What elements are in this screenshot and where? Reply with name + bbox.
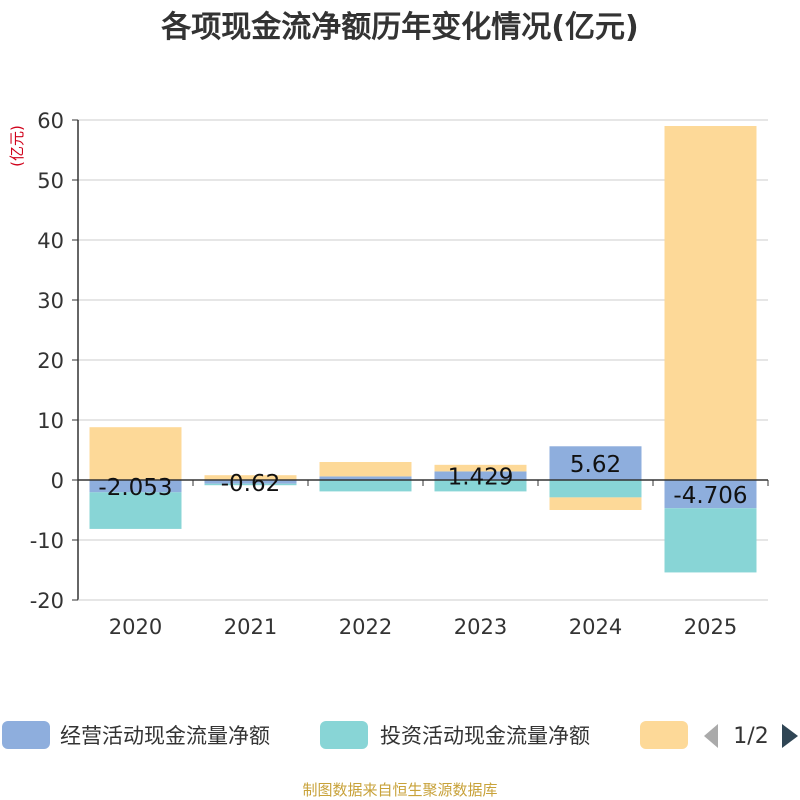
y-tick-label: 10 (37, 409, 64, 433)
bar-1-2021 (204, 480, 297, 484)
legend-label-2: 投资活动现金流量净额 (380, 724, 590, 748)
bar-1-2025 (664, 480, 757, 509)
bar-3-2025 (664, 126, 757, 480)
bar-2-2020 (89, 492, 182, 529)
data-label-2023: 1.429 (448, 465, 514, 491)
x-tick-label-2021: 2021 (224, 615, 277, 639)
x-tick-label-2022: 2022 (339, 615, 392, 639)
source-note: 制图数据来自恒生聚源数据库 (302, 781, 497, 799)
bar-1-2020 (89, 480, 182, 493)
data-label-2021: -0.62 (221, 471, 281, 497)
bar-3-2024 (549, 497, 642, 510)
bar-2-2021 (204, 483, 297, 486)
bar-2-2023 (434, 480, 527, 492)
axes (72, 119, 769, 601)
y-tick-label: 50 (37, 169, 64, 193)
legend-page-indicator: 1/2 (733, 724, 768, 749)
bar-2-2025 (664, 508, 757, 573)
y-tick-label: -20 (30, 589, 64, 613)
legend-next-arrow-icon[interactable] (782, 724, 798, 748)
bar-1-2023 (434, 471, 527, 480)
y-tick-label: 20 (37, 349, 64, 373)
bar-3-2020 (89, 427, 182, 480)
bar-2-2022 (319, 480, 412, 492)
data-label-2020: -2.053 (98, 475, 172, 501)
y-tick-label: 0 (51, 469, 64, 493)
bar-3-2023 (434, 464, 527, 472)
legend-swatch-3 (640, 721, 688, 749)
bar-2-2024 (549, 480, 642, 498)
bar-3-2022 (319, 462, 412, 477)
x-tick-label-2025: 2025 (684, 615, 737, 639)
data-label-2025: -4.706 (673, 483, 747, 509)
y-axis-unit-label: (亿元) (8, 125, 26, 167)
x-tick-label-2020: 2020 (109, 615, 162, 639)
chart-title: 各项现金流净额历年变化情况(亿元) (160, 10, 638, 45)
y-tick-label: 40 (37, 229, 64, 253)
legend-swatch-2 (320, 721, 368, 749)
bar-1-2024 (549, 446, 642, 480)
y-tick-label: 60 (37, 109, 64, 133)
x-tick-label-2024: 2024 (569, 615, 622, 639)
x-tick-label-2023: 2023 (454, 615, 507, 639)
bar-1-2022 (319, 476, 412, 480)
data-labels: -2.053 -0.62 1.429 5.62 -4.706 (98, 452, 747, 509)
legend-pager: 1/2 (704, 724, 798, 749)
data-label-2024: 5.62 (570, 452, 621, 478)
legend-label-1: 经营活动现金流量净额 (60, 724, 270, 748)
legend-prev-arrow-icon[interactable] (704, 724, 718, 748)
bar-marks (89, 126, 757, 573)
legend-swatch-1 (2, 721, 50, 749)
y-tick-label: 30 (37, 289, 64, 313)
y-tick-label: -10 (30, 529, 64, 553)
legend: 经营活动现金流量净额 投资活动现金流量净额 (2, 721, 688, 749)
bar-3-2021 (204, 475, 297, 480)
tick-labels: -20 -10 0 10 20 30 40 50 60 2020 2021 2022 2023 2024 2… (30, 109, 738, 639)
grid-lines (78, 119, 768, 601)
